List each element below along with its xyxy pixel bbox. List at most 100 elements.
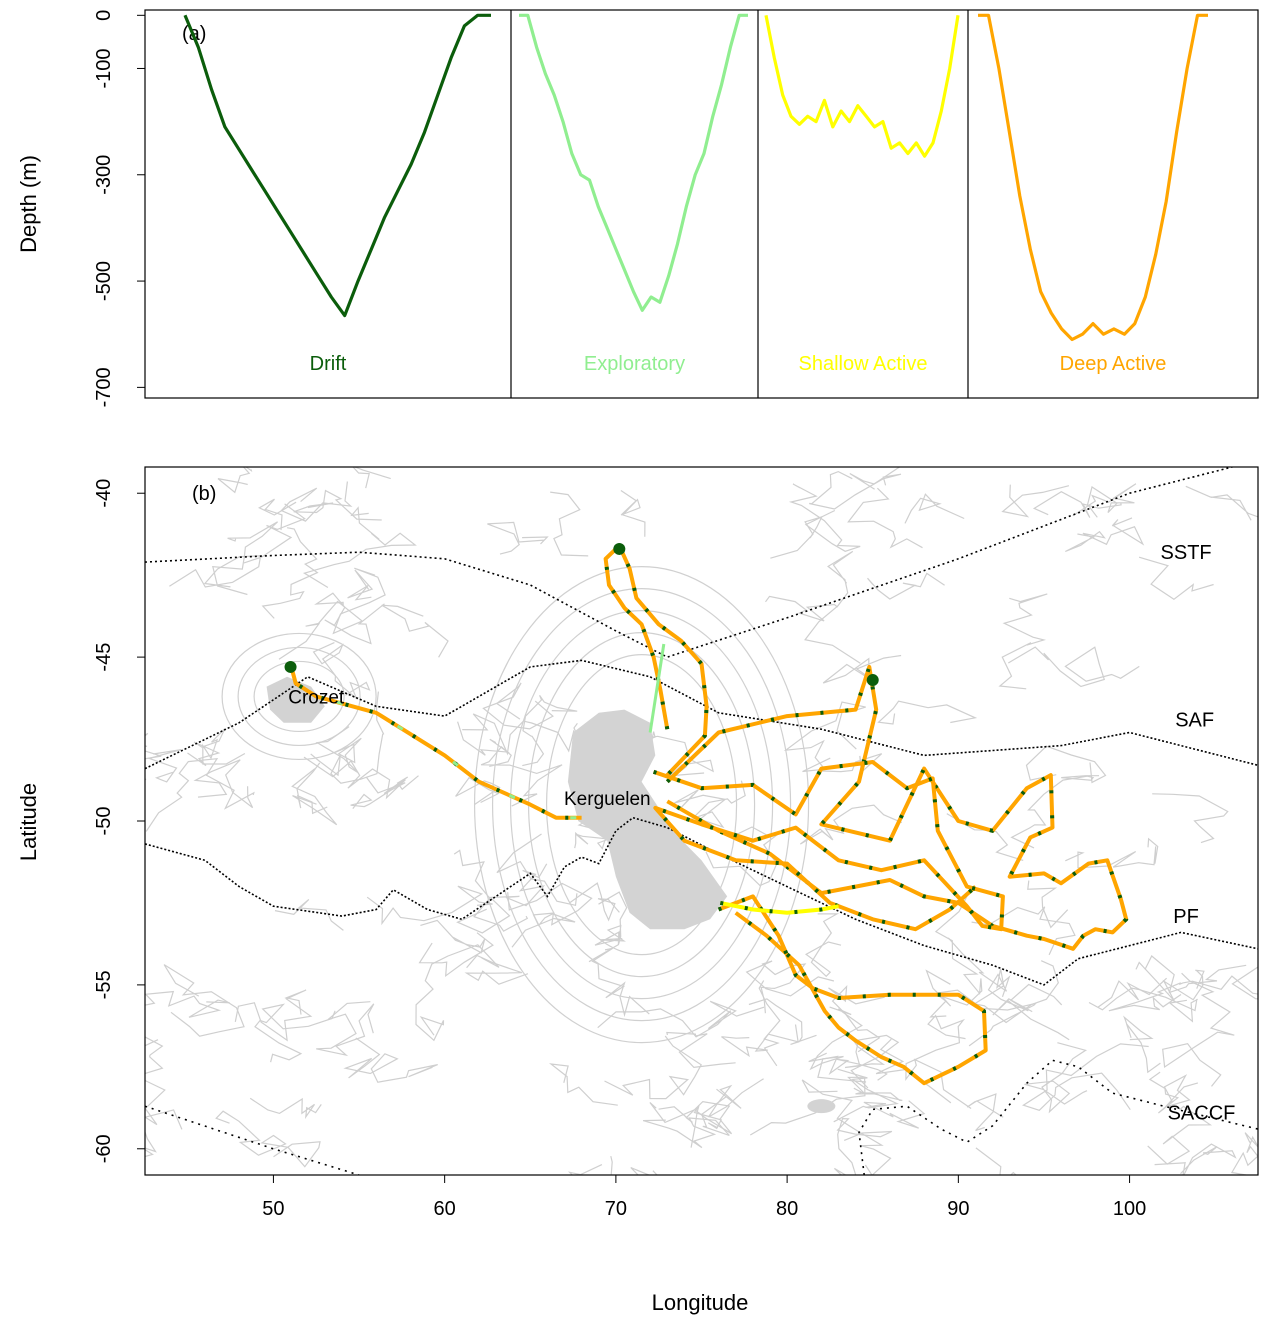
bathymetry-contour <box>1147 1105 1213 1165</box>
bathymetry-contour <box>415 944 500 1042</box>
panel-b-label: (b) <box>192 483 216 505</box>
seal-tracks <box>284 542 1129 1086</box>
plateau-contour <box>509 610 774 1000</box>
bathymetry-contour <box>145 757 255 832</box>
panel-b-track-map: (b) Crozet Kerguelen SSTF SAF PF SACCF 50 60 7… <box>16 466 1259 1315</box>
dive-profile-exploratory <box>519 13 748 312</box>
panel-b-y-tick-label: -50 <box>93 807 115 836</box>
bathymetry-contour <box>258 498 297 531</box>
bathymetry-contour <box>418 932 494 978</box>
bathymetry-contour <box>1001 484 1070 518</box>
bathymetry-contour <box>604 1035 702 1100</box>
crozet-contour <box>237 646 361 747</box>
bathymetry-contour <box>745 960 835 1014</box>
plateau-contour <box>491 588 792 1022</box>
bathymetry-contour <box>316 1001 375 1057</box>
bathymetry-contour <box>904 493 965 524</box>
bathymetry-contour <box>1032 491 1122 518</box>
bathymetry-contour <box>163 964 245 1037</box>
bathymetry-contour <box>799 804 903 845</box>
drift-cluster-mark <box>284 660 297 673</box>
bathymetry-contour <box>905 1014 972 1109</box>
panel-a-y-axis: 0 -100 -300 -500 -700 <box>93 10 146 407</box>
bathymetry-contour <box>254 1003 336 1063</box>
bathymetry-contour <box>637 735 714 779</box>
bathymetry-contour <box>804 550 861 664</box>
bathymetry-contour <box>642 1096 730 1149</box>
bathymetry-contour <box>588 891 628 963</box>
bathymetry-contour <box>1178 966 1258 1000</box>
bathymetry-contour <box>1185 485 1258 521</box>
bathymetry-contour <box>972 960 1059 1024</box>
bathymetry-contour <box>809 470 902 510</box>
seamount-shape <box>807 1099 836 1114</box>
bathymetry-contour <box>998 593 1048 690</box>
panel-b-y-tick-label: -40 <box>93 479 115 508</box>
bathymetry-contour <box>212 521 279 596</box>
bathymetry-contour <box>169 555 262 588</box>
bathymetry-contour <box>833 1068 899 1123</box>
bathymetry-contour <box>480 746 563 807</box>
bathymetry-contour <box>420 919 486 954</box>
place-label-crozet: Crozet <box>288 687 345 708</box>
bathymetry-contour <box>187 727 246 767</box>
bathymetry-contour <box>1010 775 1099 849</box>
bathymetry-contour <box>591 947 650 1018</box>
track-line <box>603 543 709 777</box>
kerguelen-plateau-shape <box>567 709 728 930</box>
bathymetry-contour <box>249 1097 322 1120</box>
bathymetry-contour <box>314 592 385 645</box>
bathymetry-contour <box>801 1079 892 1175</box>
panel-b-x-tick-label: 90 <box>947 1198 969 1220</box>
panel-b-x-tick-label: 80 <box>776 1198 798 1220</box>
panel-b-y-tick-label: -45 <box>93 643 115 672</box>
crozet-islands-shape <box>266 676 325 723</box>
dive-profile-drift <box>183 13 491 318</box>
bathymetry-contour <box>875 1038 952 1104</box>
bathymetry-contour <box>690 1105 723 1148</box>
bathymetry-contour <box>620 490 646 537</box>
bathymetry-contour <box>971 906 1076 956</box>
panel-a-y-tick-label: -500 <box>93 261 115 301</box>
bathymetry-contour <box>833 1117 893 1175</box>
panel-b-y-tick-label: -60 <box>93 1134 115 1163</box>
bathymetry-contour <box>193 759 254 809</box>
bathymetry-contour <box>145 990 230 1018</box>
bathymetry-contour <box>366 885 493 926</box>
bathymetry-contour <box>261 527 319 619</box>
bathymetry-contour <box>863 1100 926 1129</box>
bathymetry-contour <box>809 1006 867 1083</box>
panel-b-x-tick-label: 100 <box>1113 1198 1146 1220</box>
dive-profile-shallow-active <box>764 14 960 158</box>
front-label: SSTF <box>1161 542 1212 564</box>
bathymetry-contour <box>550 491 589 557</box>
bathymetry-contour <box>1135 961 1205 1002</box>
bathymetry-contour <box>992 998 1070 1041</box>
bathymetry-contour <box>849 467 901 490</box>
bathymetry-contour <box>828 984 885 1053</box>
bathymetry-contour <box>929 892 983 1018</box>
bathymetry-contour <box>818 753 883 774</box>
bathymetry-contour <box>758 980 781 1067</box>
bathymetry-contour <box>350 777 406 809</box>
bathymetry-contour <box>1138 556 1214 601</box>
bathymetry-contour <box>597 1000 765 1038</box>
bathymetry-contour <box>1022 1043 1149 1111</box>
panel-b-y-axis-title: Latitude <box>16 783 41 861</box>
panel-b-y-tick-label: -55 <box>93 970 115 999</box>
panel-b-x-tick-label: 60 <box>434 1198 456 1220</box>
bathymetry-contour <box>147 749 182 783</box>
panel-a-y-tick-label: -700 <box>93 367 115 407</box>
bathymetry-contour <box>215 1110 321 1168</box>
bathymetry-contour <box>217 467 253 494</box>
dive-profile-deep-active <box>978 13 1208 342</box>
panel-a-dive-profiles: (a) Depth (m) 0-100-300-500-700 Drift Exp… <box>16 9 1259 407</box>
bathymetry-contour <box>1097 977 1168 1008</box>
front-line-pf <box>145 816 1258 986</box>
bathymetry-contour <box>1027 880 1069 929</box>
panel-b-x-axis: 50 60 70 80 90 100 <box>262 1174 1146 1220</box>
dive-type-label: Drift <box>310 353 347 375</box>
bathymetry-contour <box>145 732 162 781</box>
bathymetry-contour <box>522 694 578 767</box>
